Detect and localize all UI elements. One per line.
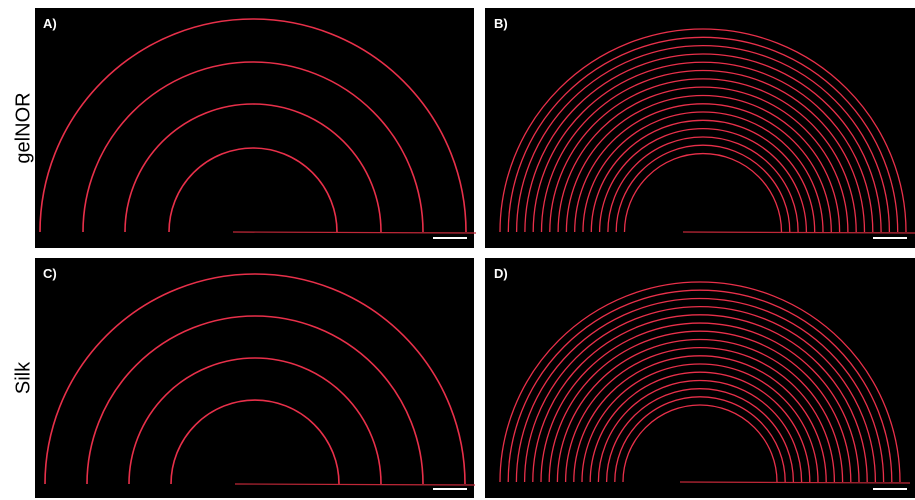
panel-label: C) <box>43 266 57 281</box>
row-label: gelNOR <box>12 92 34 163</box>
image-background <box>35 258 474 498</box>
panel: C) <box>35 258 475 498</box>
panel-label: D) <box>494 266 508 281</box>
panel: B) <box>485 8 915 248</box>
panel-label: B) <box>494 16 508 31</box>
panel: D) <box>485 258 915 498</box>
panel: A) <box>35 8 476 248</box>
row-label: Silk <box>12 361 34 394</box>
panel-label: A) <box>43 16 57 31</box>
figure: gelNOR Silk A) B) C) D) <box>0 0 915 500</box>
image-background <box>35 8 474 248</box>
